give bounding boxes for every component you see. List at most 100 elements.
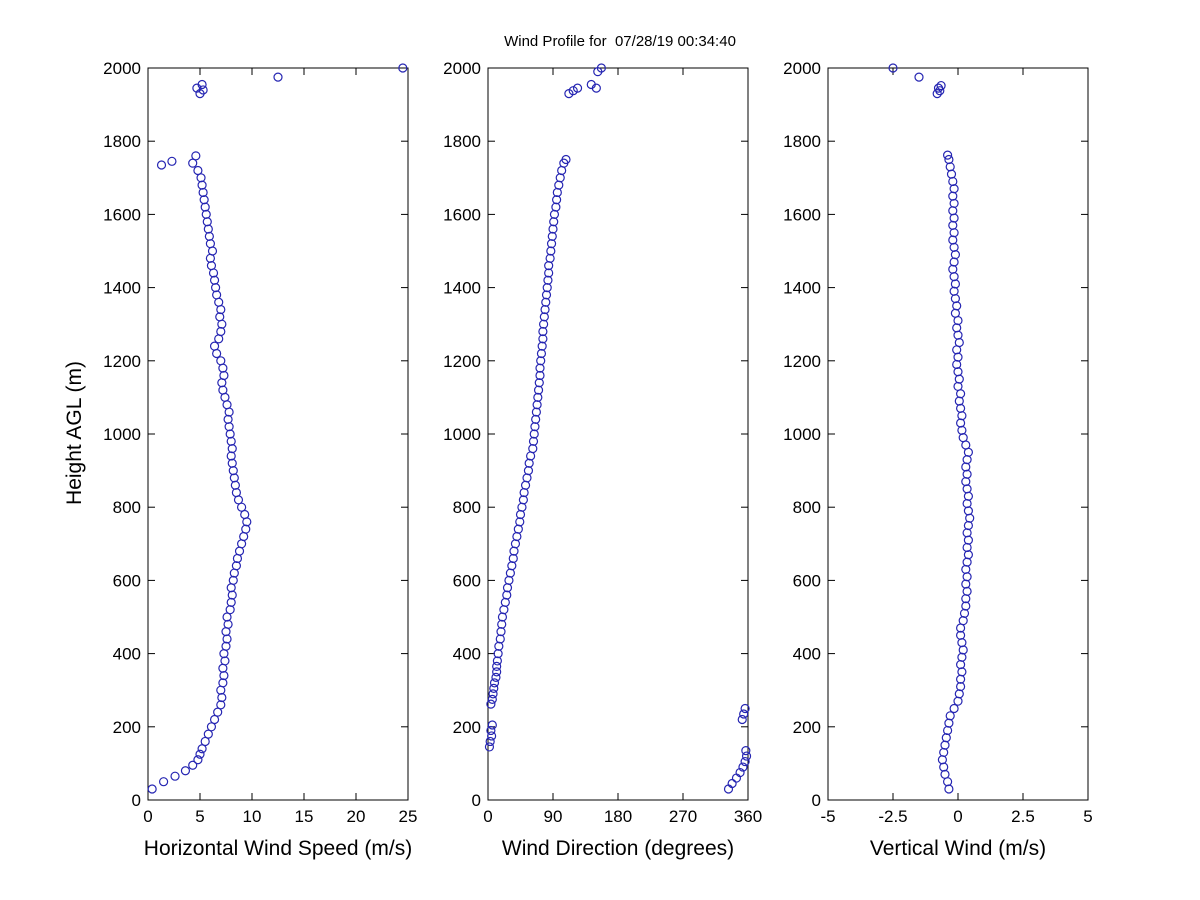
data-point-marker [914, 72, 924, 82]
data-point-marker [542, 283, 552, 293]
y-tick-label: 1000 [103, 425, 141, 444]
data-point-marker [949, 213, 959, 223]
data-point-marker [504, 575, 514, 586]
data-point-marker [529, 429, 539, 439]
data-point-marker [953, 367, 963, 377]
data-point-marker [530, 422, 540, 432]
data-point-marker [486, 699, 496, 709]
x-tick-label: 180 [604, 807, 632, 826]
data-point-marker [223, 414, 233, 424]
data-point-marker [942, 725, 953, 736]
y-tick-label: 1400 [783, 279, 821, 298]
data-point-marker [216, 356, 226, 366]
data-point-marker [206, 261, 217, 271]
y-tick-label: 200 [113, 718, 141, 737]
data-point-marker [949, 286, 959, 296]
y-tick-label: 400 [113, 645, 141, 664]
data-point-marker [535, 370, 545, 381]
x-axis-label-vertical-wind: Vertical Wind (m/s) [869, 837, 1047, 860]
data-point-marker [961, 579, 971, 589]
data-point-marker [209, 275, 220, 285]
data-point-marker [227, 590, 237, 600]
y-tick-label: 600 [113, 571, 141, 590]
data-point-marker [505, 568, 515, 578]
data-point-marker [962, 455, 972, 465]
data-point-marker [231, 561, 241, 571]
data-point-marker [953, 330, 963, 340]
data-point-marker [953, 381, 963, 392]
data-point-marker [507, 561, 517, 571]
data-point-marker [532, 400, 542, 410]
data-point-marker [225, 605, 235, 615]
x-tick-label: 270 [669, 807, 697, 826]
data-point-marker [515, 517, 525, 527]
data-point-marker [940, 769, 950, 779]
data-point-marker [954, 689, 964, 699]
data-point-marker [955, 630, 966, 640]
data-point-marker [957, 667, 967, 677]
data-point-marker [959, 608, 970, 618]
x-tick-label: 360 [734, 807, 762, 826]
data-point-marker [939, 762, 949, 772]
x-tick-label: -5 [820, 807, 835, 826]
data-point-marker [953, 696, 963, 706]
data-point-marker [740, 703, 750, 714]
data-point-marker [489, 678, 500, 688]
data-point-marker [228, 575, 238, 586]
data-point-marker [949, 242, 959, 252]
data-point-marker [193, 165, 203, 176]
y-tick-label: 1600 [103, 205, 141, 224]
data-point-marker [961, 564, 971, 575]
data-point-marker [941, 733, 951, 743]
data-point-marker [932, 89, 942, 99]
data-point-marker [945, 162, 955, 172]
data-point-marker [948, 264, 958, 274]
y-tick-label: 200 [793, 718, 821, 737]
data-point-marker [962, 484, 972, 494]
y-tick-label: 1600 [443, 205, 481, 224]
data-point-marker [958, 616, 968, 626]
subplot-1: 0 5 10 15 20 25 0 200 400 600 800 1000 1200 1400 1600 1… [103, 59, 417, 826]
data-point-marker [218, 385, 228, 395]
y-tick-label: 600 [453, 571, 481, 590]
data-point-marker [953, 352, 963, 362]
data-point-marker [230, 480, 240, 490]
data-point-marker [549, 217, 559, 227]
data-point-marker [939, 747, 949, 758]
data-point-marker [963, 491, 974, 501]
data-point-marker [227, 444, 237, 454]
data-point-marker [484, 742, 495, 752]
data-point-marker [740, 756, 750, 767]
data-point-marker [512, 531, 522, 542]
data-point-marker [962, 586, 972, 596]
y-tick-label: 1200 [443, 352, 481, 371]
data-point-marker [957, 652, 967, 662]
data-point-marker [398, 63, 408, 73]
data-point-marker [539, 312, 549, 322]
data-point-marker [952, 323, 962, 333]
data-point-marker [167, 156, 177, 166]
data-point-marker [226, 597, 236, 607]
data-point-marker [963, 520, 974, 531]
data-point-marker [544, 268, 554, 278]
y-tick-label: 0 [132, 791, 141, 810]
data-point-marker [156, 160, 167, 170]
data-point-marker [955, 403, 966, 413]
data-point-marker [940, 740, 950, 750]
x-tick-label: 0 [143, 807, 152, 826]
y-tick-label: 800 [113, 498, 141, 517]
figure-title: Wind Profile for 07/28/19 00:34:40 [504, 33, 736, 50]
data-point-marker [949, 198, 959, 209]
data-point-marker [546, 239, 557, 249]
data-point-marker [533, 392, 543, 402]
data-point-marker [191, 151, 201, 161]
data-point-marker [538, 326, 548, 337]
data-point-marker [961, 462, 971, 472]
data-point-marker [950, 293, 961, 304]
data-point-marker [273, 72, 283, 82]
data-point-marker [219, 370, 229, 381]
data-point-marker [961, 476, 971, 487]
data-point-marker [546, 246, 556, 256]
data-point-marker [933, 83, 944, 93]
data-point-marker [217, 692, 227, 703]
